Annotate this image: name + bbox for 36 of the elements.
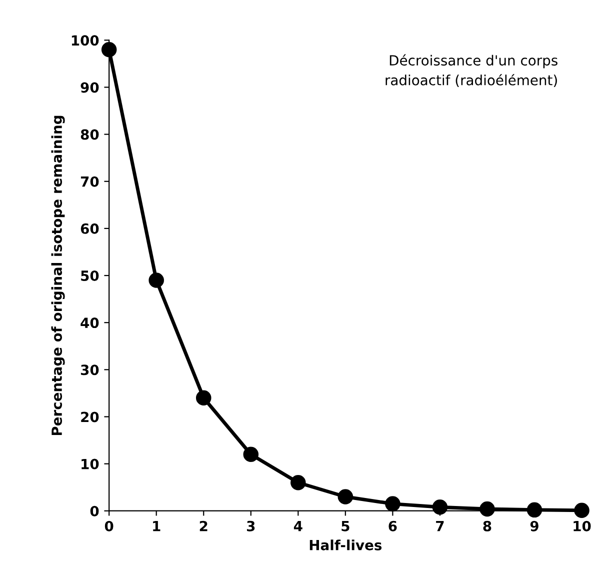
point xyxy=(243,446,259,462)
x-tick-label: 9 xyxy=(530,520,538,532)
x-tick-label: 1 xyxy=(153,521,160,532)
x-tick-label: 3 xyxy=(246,520,255,532)
y-tick-label: 40 xyxy=(80,318,99,328)
point xyxy=(148,272,164,288)
y-tick-label: 20 xyxy=(81,412,99,422)
y-tick-label: 60 xyxy=(80,223,99,234)
point xyxy=(101,42,117,58)
y-tick-label: 50 xyxy=(81,270,99,281)
point xyxy=(385,496,400,512)
x-axis-title: Half-lives xyxy=(310,540,382,550)
point xyxy=(338,489,354,504)
point xyxy=(574,502,590,518)
y-tick-label: 70 xyxy=(80,176,99,187)
y-axis-title: Percentage of original isotope remaining xyxy=(51,116,65,436)
y-tick-label: 0 xyxy=(90,506,99,516)
point xyxy=(526,502,542,518)
point xyxy=(290,474,306,490)
y-tick-label: 10 xyxy=(82,458,99,470)
y-tick-label: 30 xyxy=(80,364,99,376)
x-tick-label: 10 xyxy=(574,520,591,532)
y-tick-label: 90 xyxy=(80,82,99,93)
x-tick-label: 2 xyxy=(200,520,208,532)
annotation: Décroissance d'un corps radioactif (radioélément) xyxy=(386,54,558,88)
point xyxy=(196,390,212,406)
x-tick-label: 6 xyxy=(388,520,397,532)
x-tick-label: 0 xyxy=(104,520,114,532)
x-tick-label: 4 xyxy=(294,521,302,532)
y-tick-label: 80 xyxy=(80,129,99,140)
x-tick-label: 8 xyxy=(483,520,492,532)
x-tick-label: 5 xyxy=(342,521,350,532)
point xyxy=(480,501,495,517)
point xyxy=(432,499,448,515)
y-tick-label: 100 xyxy=(72,35,99,46)
x-tick-label: 7 xyxy=(436,521,444,532)
